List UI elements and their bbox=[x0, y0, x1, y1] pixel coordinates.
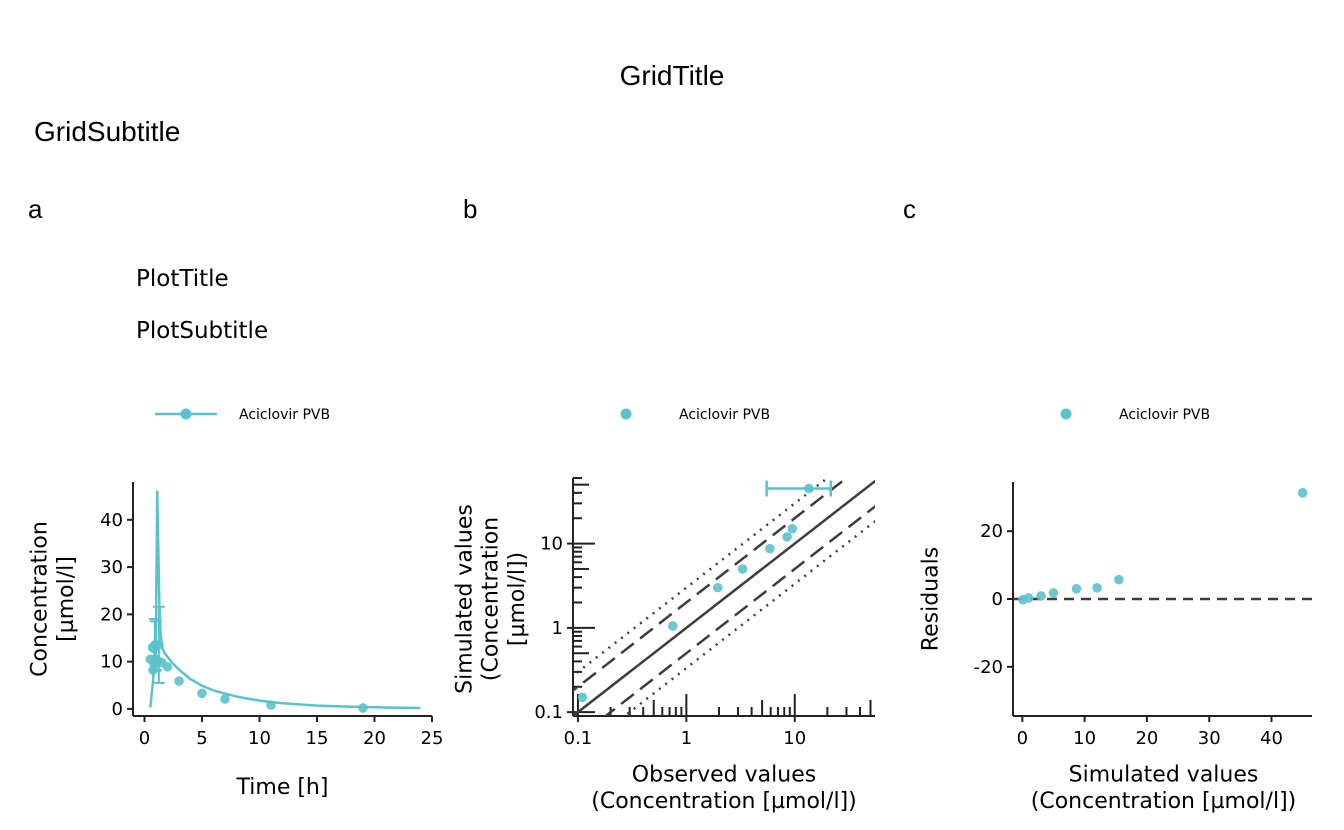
data-point-b bbox=[804, 483, 814, 494]
panel-a: Aciclovir PVB 0 5 10 15 20 25 0 10 20 30 40 Time [h]… bbox=[28, 407, 444, 800]
residual-point-c bbox=[1297, 488, 1308, 498]
x-tick-label-a: 5 bbox=[196, 728, 207, 749]
x-axis-title-a: Time [h] bbox=[236, 775, 329, 800]
x-tick-label-a: 0 bbox=[139, 728, 150, 749]
y-tick-label-b: 10 bbox=[540, 534, 563, 555]
x-tick-label-b: 10 bbox=[783, 728, 806, 749]
data-point-b bbox=[787, 523, 798, 534]
grid-title: GridTitle bbox=[619, 60, 725, 91]
y-tick-label-b: 0.1 bbox=[534, 702, 563, 723]
reference-lines-b bbox=[573, 478, 875, 716]
y-tick-label-a: 10 bbox=[100, 652, 123, 673]
data-point-b bbox=[782, 532, 792, 542]
y-tick-label-a: 40 bbox=[100, 510, 123, 531]
observed-point-a bbox=[162, 662, 173, 672]
x-tick-label-a: 20 bbox=[363, 728, 386, 749]
residual-point-c bbox=[1048, 588, 1059, 598]
y-tick-label-a: 0 bbox=[112, 699, 123, 720]
legend-b-label: Aciclovir PVB bbox=[679, 407, 770, 423]
x-axis-title-b: Observed values (Concentration [µmol/l]) bbox=[591, 763, 856, 814]
data-point-b bbox=[668, 621, 678, 631]
data-point-b bbox=[712, 582, 723, 593]
residual-point-c bbox=[1036, 591, 1046, 601]
x-tick-label-c: 30 bbox=[1198, 728, 1221, 749]
panel-b: Aciclovir PVB 0.1 1 10 0.1 1 10 Observed values… bbox=[452, 407, 875, 814]
y-tick-label-c: 20 bbox=[980, 521, 1003, 542]
panel-tag-c: c bbox=[903, 194, 916, 224]
residual-point-c bbox=[1092, 583, 1102, 593]
x-tick-label-a: 25 bbox=[421, 728, 444, 749]
data-point-b bbox=[577, 692, 588, 703]
plot-title: PlotTitle bbox=[136, 266, 229, 292]
y-tick-label-a: 30 bbox=[100, 557, 123, 578]
panel-c: Aciclovir PVB 0 10 20 30 40 -20 0 20 Simulated va… bbox=[919, 407, 1312, 814]
observed-point-a bbox=[174, 676, 184, 686]
data-point-b bbox=[737, 564, 748, 574]
panel-tag-a: a bbox=[28, 194, 43, 224]
legend-a-marker bbox=[180, 408, 192, 420]
fold-upper-dashed-b bbox=[573, 478, 849, 693]
y-axis-title-b: Simulated values(Concentration[µmol/l]) bbox=[452, 504, 530, 694]
observed-point-a bbox=[154, 640, 164, 650]
x-tick-label-c: 40 bbox=[1260, 728, 1283, 749]
y-tick-label-c: 0 bbox=[992, 589, 1003, 610]
fold-lower-dashed-b bbox=[603, 504, 875, 716]
legend-c-label: Aciclovir PVB bbox=[1119, 407, 1210, 423]
x-tick-label-b: 0.1 bbox=[564, 728, 593, 749]
identity-line-b bbox=[573, 479, 875, 716]
x-tick-label-c: 20 bbox=[1135, 728, 1158, 749]
legend-b-marker bbox=[620, 408, 632, 420]
x-tick-label-c: 10 bbox=[1073, 728, 1096, 749]
grid-subtitle: GridSubtitle bbox=[34, 116, 181, 147]
observed-point-a bbox=[197, 688, 207, 699]
simulated-line-a bbox=[149, 490, 421, 710]
plot-subtitle: PlotSubtitle bbox=[136, 318, 269, 344]
y-tick-label-a: 20 bbox=[100, 604, 123, 625]
x-axis-title-c: Simulated values (Concentration [µmol/l]) bbox=[1031, 763, 1296, 814]
data-point-b bbox=[765, 543, 775, 554]
x-tick-label-c: 0 bbox=[1017, 728, 1028, 749]
observed-point-a bbox=[358, 703, 368, 713]
observed-point-a bbox=[220, 694, 230, 704]
legend-c-marker bbox=[1060, 408, 1072, 420]
residual-point-c bbox=[1023, 593, 1034, 603]
legend-a-label: Aciclovir PVB bbox=[239, 407, 330, 423]
residual-point-c bbox=[1114, 574, 1124, 585]
x-tick-label-a: 10 bbox=[248, 728, 271, 749]
x-tick-label-b: 1 bbox=[681, 728, 692, 749]
y-axis-title-a: Concentration[µmol/l] bbox=[28, 521, 79, 677]
residual-point-c bbox=[1071, 584, 1082, 594]
y-tick-label-c: -20 bbox=[974, 657, 1003, 678]
y-axis-title-c: Residuals bbox=[919, 547, 944, 651]
x-tick-label-a: 15 bbox=[306, 728, 329, 749]
panel-tag-b: b bbox=[463, 194, 478, 224]
observed-point-a bbox=[266, 700, 276, 710]
y-tick-label-b: 1 bbox=[552, 618, 563, 639]
